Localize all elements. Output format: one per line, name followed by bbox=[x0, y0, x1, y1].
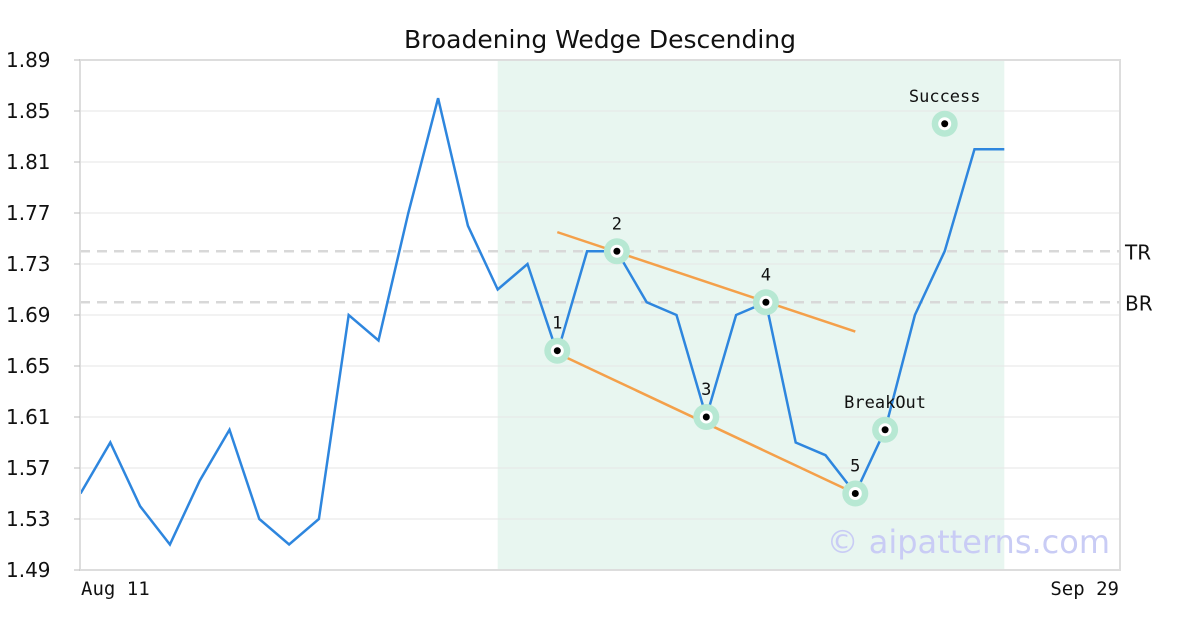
marker-dot bbox=[851, 490, 859, 497]
y-tick-label: 1.53 bbox=[6, 507, 51, 531]
y-axis: 1.49 1.53 1.57 1.61 1.65 1.69 1.73 1.77 1.81 1.85… bbox=[6, 48, 80, 582]
x-tick-label: Aug 11 bbox=[81, 578, 150, 600]
marker-dot bbox=[702, 413, 710, 421]
y-tick-label: 1.49 bbox=[6, 558, 51, 582]
y-tick-label: 1.81 bbox=[6, 150, 51, 174]
marker-label: 3 bbox=[701, 380, 711, 400]
marker-dot bbox=[553, 347, 561, 355]
marker-dot bbox=[762, 298, 770, 306]
reference-line-label: BR bbox=[1125, 291, 1153, 315]
chart-title: Broadening Wedge Descending bbox=[404, 25, 796, 54]
marker-label: BreakOut bbox=[844, 393, 926, 413]
y-tick-label: 1.69 bbox=[6, 303, 51, 327]
marker-label: 4 bbox=[761, 265, 771, 285]
y-tick-label: 1.65 bbox=[6, 354, 51, 378]
marker-dot bbox=[881, 426, 889, 434]
marker-label: Success bbox=[909, 87, 981, 107]
y-tick-label: 1.73 bbox=[6, 252, 51, 276]
x-tick-label: Sep 29 bbox=[1050, 578, 1119, 600]
watermark: © aipatterns.com bbox=[827, 523, 1110, 561]
marker-label: 2 bbox=[612, 214, 622, 234]
reference-line-label: TR bbox=[1124, 240, 1151, 264]
y-tick-label: 1.77 bbox=[6, 201, 51, 225]
marker-dot bbox=[613, 247, 621, 255]
marker-dot bbox=[941, 120, 949, 128]
y-tick-label: 1.89 bbox=[6, 48, 51, 72]
y-tick-label: 1.57 bbox=[6, 456, 51, 480]
x-axis: Aug 11 Sep 29 bbox=[81, 578, 1119, 600]
marker-label: 5 bbox=[850, 457, 860, 477]
y-tick-label: 1.61 bbox=[6, 405, 51, 429]
marker-label: 1 bbox=[552, 314, 562, 334]
pattern-markers: 1 2 3 4 5 BreakOut Success bbox=[544, 87, 981, 507]
y-tick-label: 1.85 bbox=[6, 99, 51, 123]
